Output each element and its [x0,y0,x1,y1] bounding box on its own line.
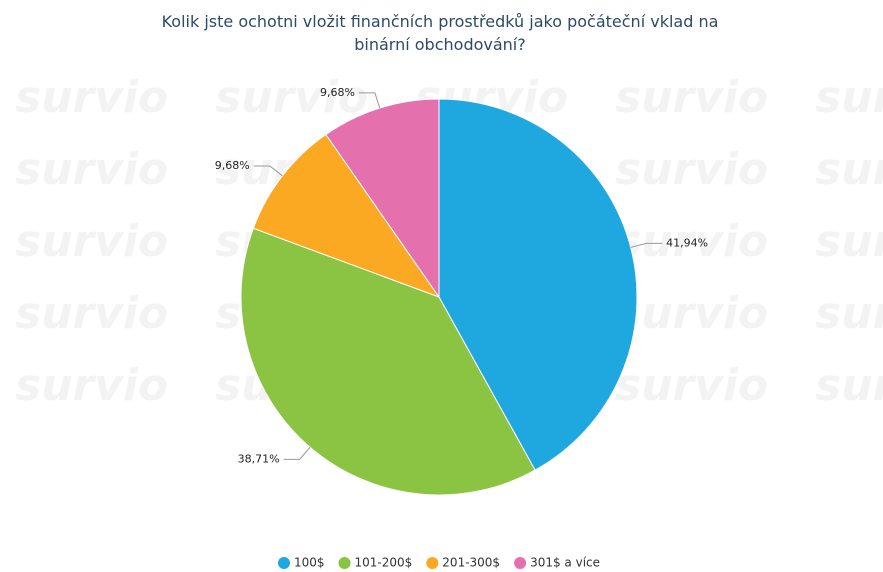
watermark: survio [815,144,883,195]
legend-marker [338,557,351,569]
leader-line [358,92,381,109]
watermark: survio [615,216,768,267]
legend-label: 100$ [294,556,325,570]
watermark: survio [15,144,168,195]
watermark: survio [15,360,168,411]
data-label: 41,94% [666,236,708,249]
chart-title: Kolik jste ochotni vložit finančních pro… [161,12,719,54]
watermark: survio [815,72,883,123]
watermark: survio [615,288,768,339]
data-label: 38,71% [238,452,280,465]
pie-slice [325,98,440,299]
legend-marker [426,557,439,569]
watermark: survio [615,360,768,411]
legend-label: 101-200$ [355,556,413,570]
watermark: survio [615,72,768,123]
pie-slice [438,98,638,471]
legend-marker [514,557,527,569]
data-label: 9,68% [215,159,250,172]
watermark: survio [815,360,883,411]
watermark: survio [215,72,368,123]
watermark: survio [815,288,883,339]
pie-slice [252,133,441,299]
watermark: survio [15,288,168,339]
leader-line [283,446,311,460]
watermark: survio [815,216,883,267]
data-label: 9,68% [320,86,355,99]
leader-line [253,165,283,177]
watermark: survio [15,216,168,267]
leader-line [630,242,663,248]
legend-label: 301$ a více [530,556,600,570]
watermark: survio [15,72,168,123]
legend-marker [277,557,290,569]
legend-label: 201-300$ [442,556,500,570]
watermark: survio [615,144,768,195]
